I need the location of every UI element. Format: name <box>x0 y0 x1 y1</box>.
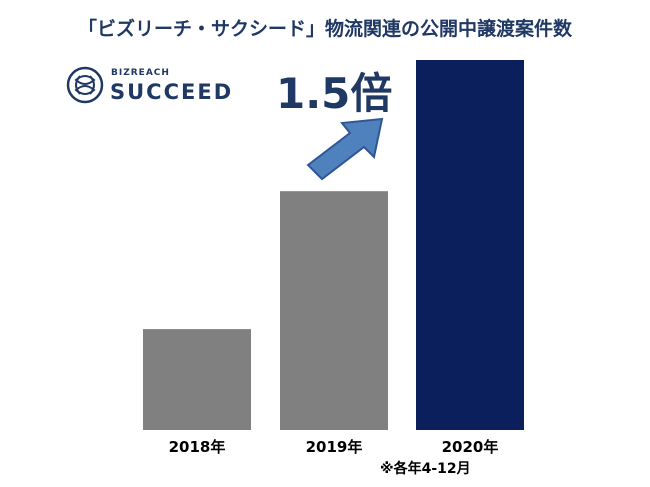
chart-title: 「ビズリーチ・サクシード」物流関連の公開中譲渡案件数 <box>77 18 572 40</box>
knot-logo-icon <box>66 66 104 104</box>
succeed-logo: BIZREACH SUCCEED <box>66 64 231 106</box>
arrow-up-right-icon <box>306 117 384 181</box>
logo-text-big: SUCCEED <box>110 80 234 104</box>
period-note: ※各年4-12月 <box>380 461 471 477</box>
bar-1 <box>280 191 388 430</box>
logo-text-small: BIZREACH <box>111 68 170 78</box>
growth-multiplier: 1.5倍 <box>276 69 393 118</box>
category-label-2: 2020年 <box>442 438 499 456</box>
bar-2 <box>416 60 524 430</box>
category-label-1: 2019年 <box>306 438 363 456</box>
bar-0 <box>143 329 251 430</box>
category-label-0: 2018年 <box>169 438 226 456</box>
